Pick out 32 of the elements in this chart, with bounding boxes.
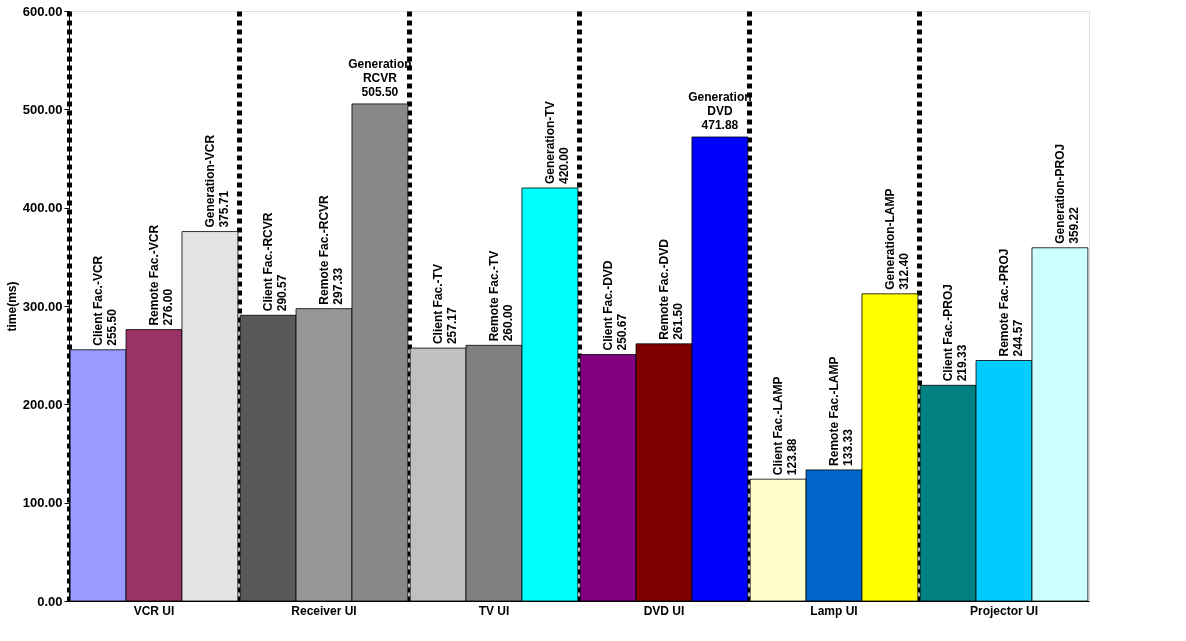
x-tick-label: Lamp UI: [810, 603, 858, 618]
data-label: Remote Fac.-VCR 276.00: [147, 224, 175, 326]
x-tick-label: Receiver UI: [291, 603, 357, 618]
data-label: Generation-LAMP 312.40: [882, 188, 911, 290]
data-label: Client Fac.-PROJ 219.33: [941, 283, 970, 382]
data-label: Generation-PROJ 359.22: [1052, 143, 1081, 244]
data-label: Remote Fac.-PROJ 244.57: [997, 248, 1025, 357]
y-tick-label: 100.00: [22, 495, 63, 511]
x-tick-label: VCR UI: [133, 603, 175, 618]
data-label: Client Fac.-DVD 250.67: [601, 260, 630, 351]
y-axis-title: time(ms): [4, 281, 19, 332]
data-label: Remote Fac.-DVD 261.50: [657, 238, 685, 340]
data-label: Generation RCVR 505.50: [348, 56, 412, 99]
data-label: Client Fac.-VCR 255.50: [91, 255, 120, 346]
x-tick-label: DVD UI: [643, 603, 685, 618]
x-tick-label: TV UI: [478, 603, 510, 618]
x-tick-label: Projector UI: [969, 603, 1039, 618]
data-label: Generation-TV 420.00: [542, 101, 571, 184]
data-label: Remote Fac.-LAMP 133.33: [827, 356, 855, 466]
data-label: Client Fac.-LAMP 123.88: [771, 376, 800, 476]
data-label: Generation-VCR 375.71: [202, 134, 231, 228]
data-label: Generation DVD 471.88: [688, 89, 752, 132]
data-label: Client Fac.-TV 257.17: [431, 264, 460, 345]
data-label: Remote Fac.-RCVR 297.33: [317, 194, 345, 305]
y-tick-label: 200.00: [22, 396, 63, 412]
y-tick-label: 300.00: [22, 298, 63, 314]
y-tick-label: 0.00: [37, 593, 63, 609]
data-label: Remote Fac.-TV 260.00: [487, 250, 515, 342]
y-tick-label: 500.00: [22, 101, 63, 117]
y-tick-label: 400.00: [22, 200, 63, 216]
y-tick-label: 600.00: [22, 3, 63, 19]
data-label: Client Fac.-RCVR 290.57: [261, 212, 290, 312]
